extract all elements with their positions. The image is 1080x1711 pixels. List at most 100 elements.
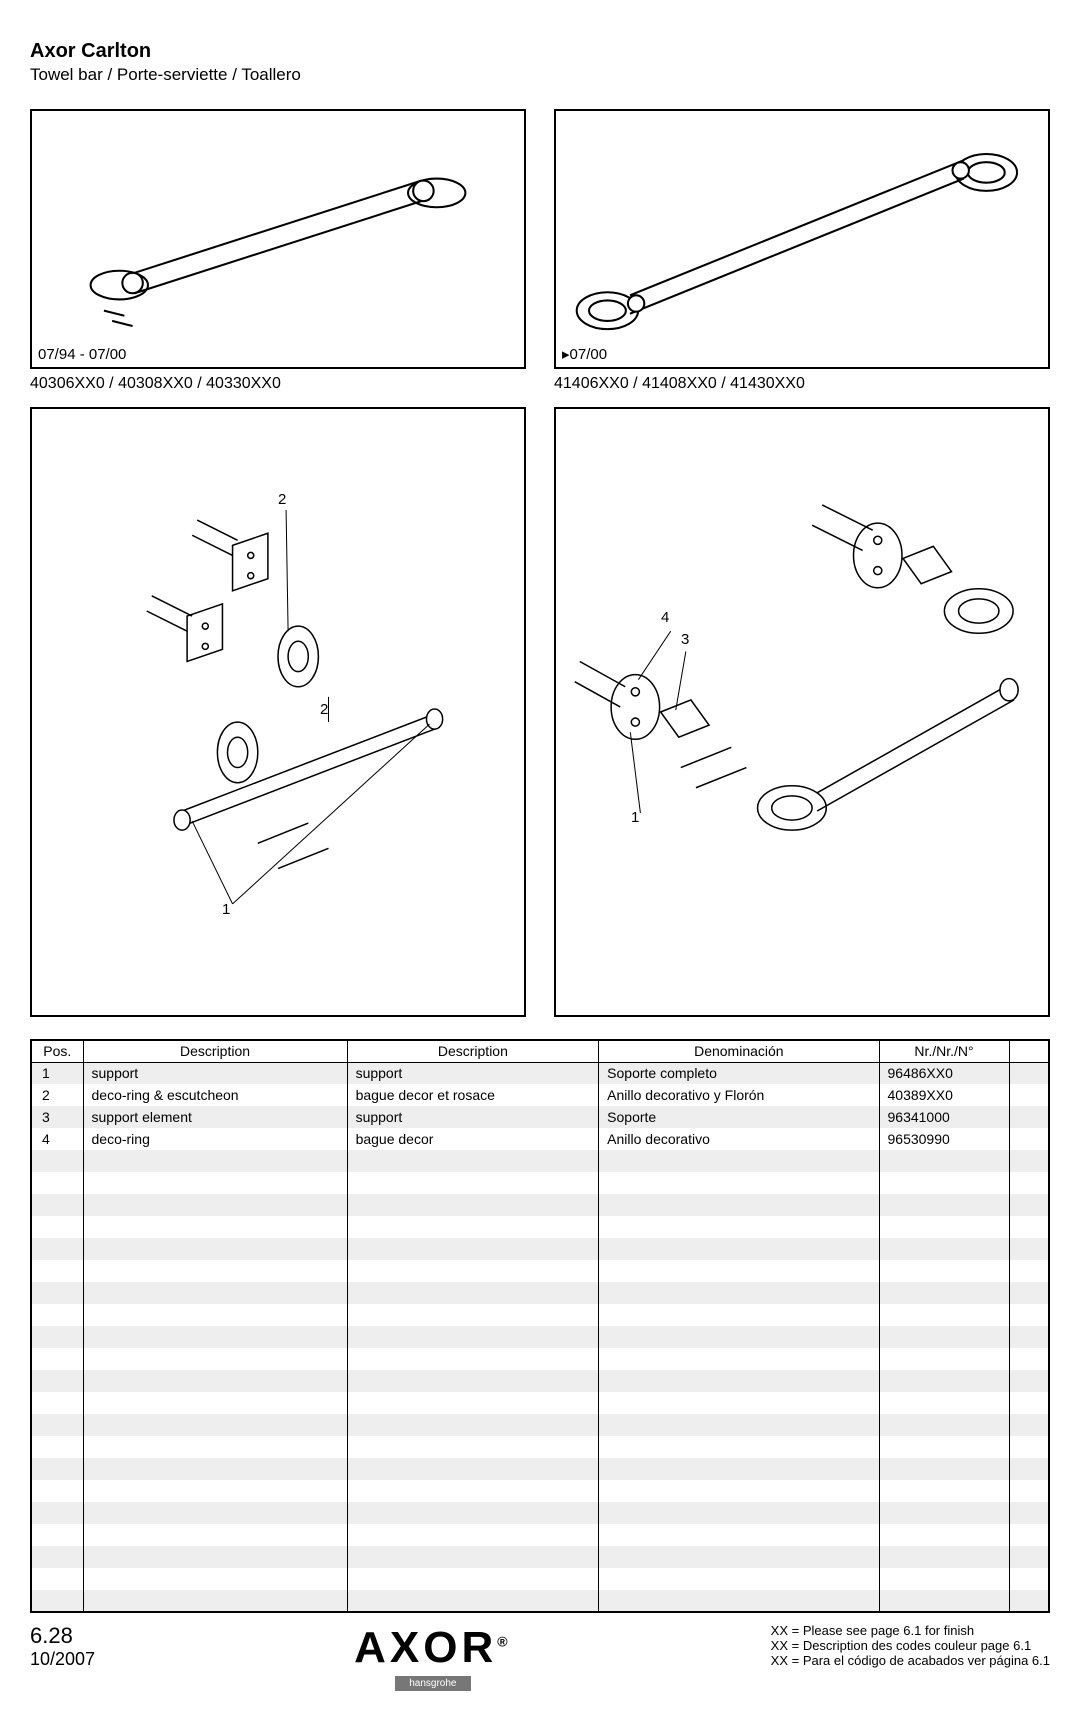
table-cell (1009, 1238, 1049, 1260)
col-desc-en: Description (83, 1040, 347, 1062)
table-cell: support (83, 1062, 347, 1084)
table-row: 2deco-ring & escutcheonbague decor et ro… (31, 1084, 1049, 1106)
note-es: XX = Para el código de acabados ver pági… (771, 1653, 1050, 1668)
table-cell (599, 1326, 879, 1348)
table-cell (879, 1304, 1009, 1326)
table-row: 4deco-ringbague decorAnillo decorativo96… (31, 1128, 1049, 1150)
table-cell (31, 1260, 83, 1282)
table-cell (879, 1392, 1009, 1414)
table-cell (599, 1502, 879, 1524)
table-cell (599, 1436, 879, 1458)
table-cell: Soporte (599, 1106, 879, 1128)
table-cell (83, 1370, 347, 1392)
table-cell (31, 1414, 83, 1436)
table-row (31, 1568, 1049, 1590)
table-cell (31, 1436, 83, 1458)
table-cell (83, 1502, 347, 1524)
table-row (31, 1590, 1049, 1612)
table-cell (83, 1326, 347, 1348)
table-cell (879, 1480, 1009, 1502)
towel-bar-illustration-right (556, 111, 1048, 367)
table-cell (83, 1194, 347, 1216)
exploded-view-row: 2 2 1 (30, 407, 1050, 1017)
exploded-right: 4 3 1 (554, 407, 1050, 1017)
footer-finish-notes: XX = Please see page 6.1 for finish XX =… (771, 1623, 1050, 1668)
table-row: 1supportsupportSoporte completo96486XX0 (31, 1062, 1049, 1084)
table-cell (347, 1414, 599, 1436)
table-row (31, 1348, 1049, 1370)
table-cell (31, 1392, 83, 1414)
table-row (31, 1546, 1049, 1568)
table-cell (31, 1568, 83, 1590)
table-cell (879, 1524, 1009, 1546)
table-cell (347, 1282, 599, 1304)
table-cell (1009, 1172, 1049, 1194)
date-range-left: 07/94 - 07/00 (38, 346, 126, 363)
table-cell (83, 1414, 347, 1436)
table-cell: 2 (31, 1084, 83, 1106)
table-cell (83, 1590, 347, 1612)
table-cell (599, 1392, 879, 1414)
table-cell: 4 (31, 1128, 83, 1150)
col-desc-es: Denominación (599, 1040, 879, 1062)
table-cell (31, 1304, 83, 1326)
table-cell (1009, 1502, 1049, 1524)
callout-1r: 1 (631, 809, 639, 826)
table-row (31, 1436, 1049, 1458)
callout-1: 1 (222, 901, 230, 918)
page-number: 6.28 (30, 1623, 95, 1649)
table-cell: 1 (31, 1062, 83, 1084)
col-pos: Pos. (31, 1040, 83, 1062)
table-cell (1009, 1392, 1049, 1414)
table-cell (83, 1150, 347, 1172)
table-cell (347, 1370, 599, 1392)
table-cell (347, 1194, 599, 1216)
table-cell (879, 1458, 1009, 1480)
callout-2a: 2 (278, 491, 286, 508)
table-row (31, 1150, 1049, 1172)
table-cell (347, 1216, 599, 1238)
table-cell (879, 1150, 1009, 1172)
exploded-left: 2 2 1 (30, 407, 526, 1017)
table-cell (599, 1458, 879, 1480)
table-cell (1009, 1106, 1049, 1128)
table-cell: bague decor (347, 1128, 599, 1150)
table-cell (1009, 1216, 1049, 1238)
callout-2b: 2 (320, 701, 328, 718)
callout-4: 4 (661, 609, 669, 626)
table-cell (83, 1172, 347, 1194)
table-cell (1009, 1194, 1049, 1216)
table-cell (879, 1282, 1009, 1304)
table-cell (347, 1458, 599, 1480)
table-cell (599, 1524, 879, 1546)
table-row (31, 1502, 1049, 1524)
table-cell (879, 1590, 1009, 1612)
table-cell (83, 1458, 347, 1480)
table-cell (83, 1282, 347, 1304)
table-cell (1009, 1436, 1049, 1458)
table-cell (879, 1502, 1009, 1524)
table-cell (31, 1238, 83, 1260)
col-blank (1009, 1040, 1049, 1062)
table-cell (599, 1304, 879, 1326)
table-cell (31, 1348, 83, 1370)
table-cell: 40389XX0 (879, 1084, 1009, 1106)
table-cell (599, 1546, 879, 1568)
table-cell (347, 1436, 599, 1458)
product-title: Axor Carlton (30, 40, 1050, 63)
table-row: 3support elementsupportSoporte96341000 (31, 1106, 1049, 1128)
table-cell (31, 1480, 83, 1502)
table-row (31, 1304, 1049, 1326)
table-cell (1009, 1414, 1049, 1436)
table-cell (599, 1194, 879, 1216)
note-fr: XX = Description des codes couleur page … (771, 1638, 1050, 1653)
table-cell: 3 (31, 1106, 83, 1128)
table-cell (347, 1150, 599, 1172)
table-cell (347, 1568, 599, 1590)
page-header: Axor Carlton Towel bar / Porte-serviette… (30, 40, 1050, 85)
towel-bar-illustration-left (32, 111, 524, 367)
table-cell (599, 1150, 879, 1172)
table-cell: support (347, 1062, 599, 1084)
table-cell (347, 1260, 599, 1282)
table-cell (83, 1524, 347, 1546)
